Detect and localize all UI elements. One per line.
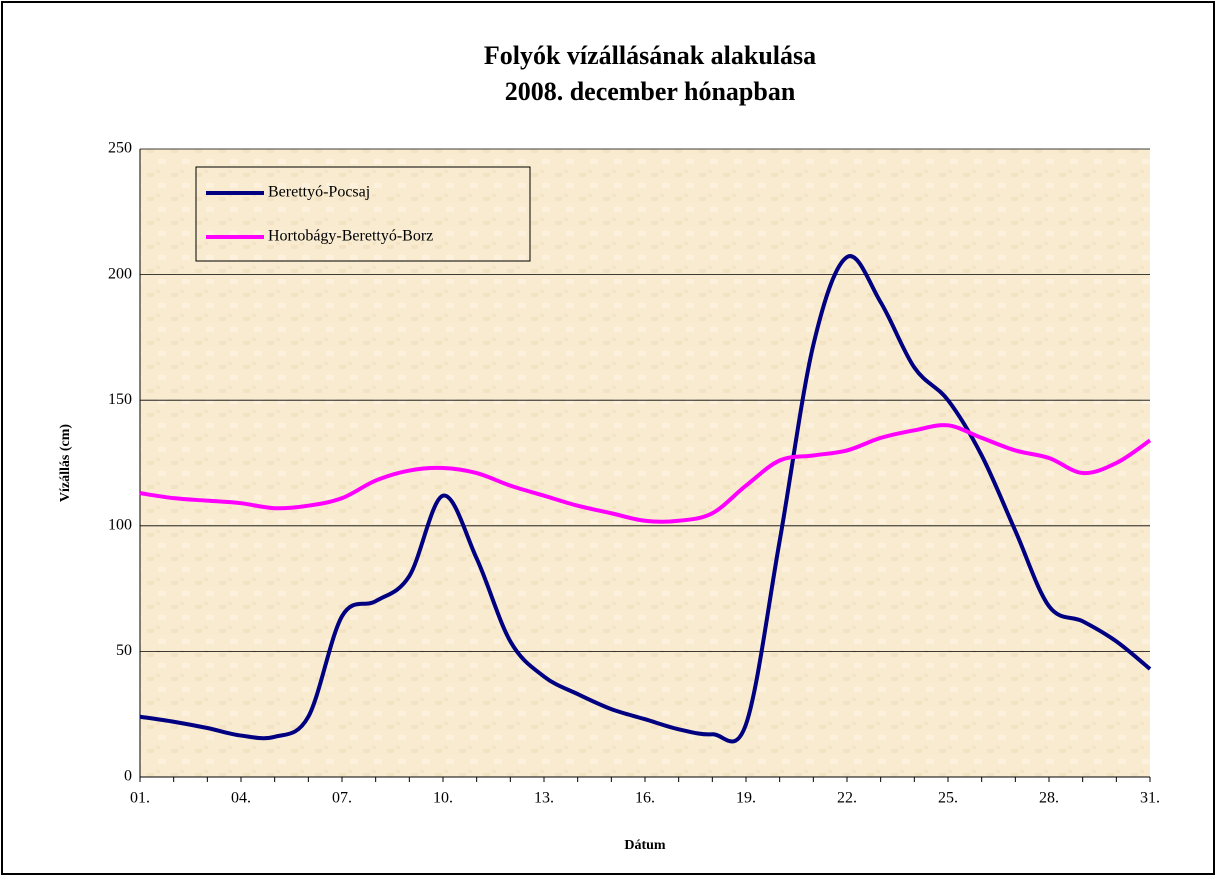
y-tick-label: 250 — [108, 140, 132, 157]
x-tick-label: 25. — [938, 790, 958, 807]
x-tick-label: 10. — [433, 790, 453, 807]
x-tick-label: 07. — [332, 790, 352, 807]
x-tick-label: 31. — [1140, 790, 1160, 807]
legend-label: Hortobágy-Berettyó-Borz — [268, 228, 433, 245]
x-tick-label: 01. — [130, 790, 150, 807]
x-axis-label: Dátum — [624, 838, 666, 853]
x-tick-label: 04. — [231, 790, 251, 807]
y-tick-label: 100 — [108, 516, 132, 533]
line-series — [139, 423, 1152, 524]
y-tick-label: 0 — [124, 768, 132, 785]
x-tick-label: 22. — [837, 790, 857, 807]
y-tick-label: 150 — [108, 391, 132, 408]
x-tick-label: 19. — [736, 790, 756, 807]
chart-title: Folyók vízállásának alakulása — [484, 41, 816, 70]
x-tick-label: 28. — [1039, 790, 1059, 807]
x-tick-label: 16. — [635, 790, 655, 807]
legend-box — [195, 166, 531, 262]
legend-label: Berettyó-Pocsaj — [268, 184, 370, 201]
line-series — [139, 254, 1152, 744]
chart-subtitle: 2008. december hónapban — [505, 77, 796, 106]
y-tick-label: 50 — [116, 642, 132, 659]
y-tick-label: 200 — [108, 265, 132, 282]
x-tick-label: 13. — [534, 790, 554, 807]
y-axis-label: Vízállás (cm) — [58, 424, 73, 502]
